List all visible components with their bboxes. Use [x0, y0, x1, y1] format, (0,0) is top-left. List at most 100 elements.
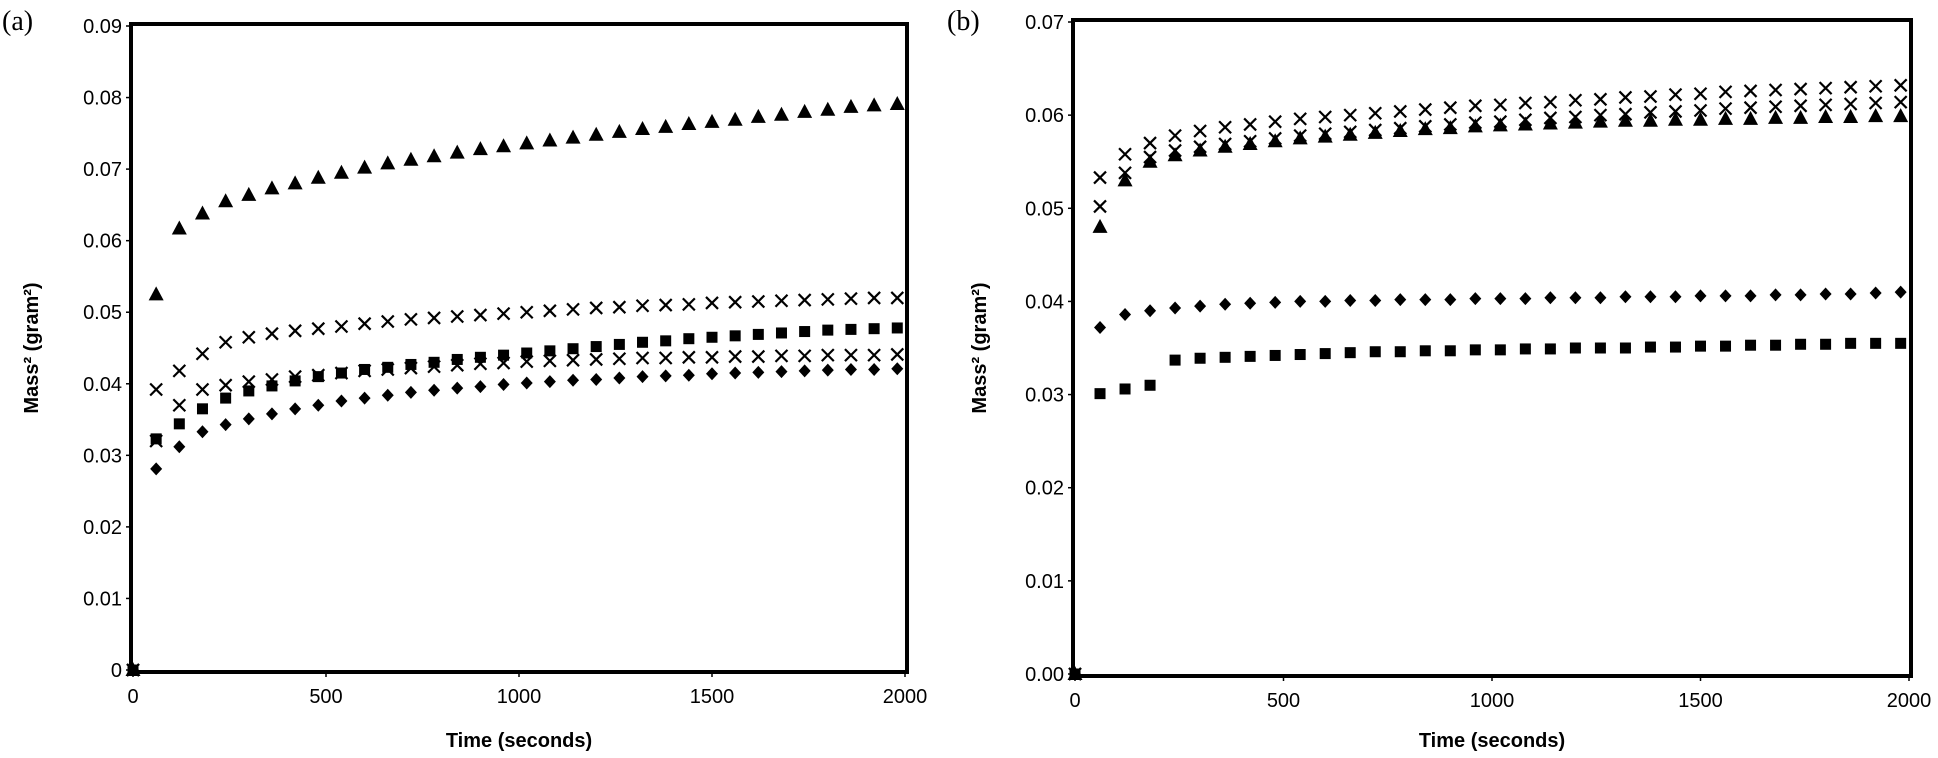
data-point-triangle	[1242, 136, 1258, 151]
data-point-triangle	[264, 180, 280, 195]
data-point-x	[797, 349, 812, 363]
data-point-square	[1544, 343, 1556, 355]
data-point-x	[1568, 93, 1583, 108]
data-point-triangle	[1092, 218, 1108, 233]
data-point-x	[797, 293, 812, 307]
data-point-triangle	[403, 151, 419, 166]
data-point-diamond	[150, 462, 163, 476]
panel-label-b: (b)	[947, 6, 980, 37]
data-point-x	[1318, 110, 1332, 124]
data-point-triangle	[681, 116, 697, 131]
data-point-triangle	[797, 103, 813, 118]
data-point-x	[450, 358, 465, 372]
data-point-x	[1643, 89, 1658, 104]
data-point-x	[172, 364, 187, 378]
data-point-diamond	[335, 394, 348, 408]
x-axis-title-b: Time (seconds)	[1419, 730, 1565, 752]
data-point-square	[1644, 341, 1656, 353]
data-point-diamond	[1544, 291, 1557, 305]
data-point-square	[868, 323, 880, 335]
data-point-x	[1818, 81, 1833, 95]
data-point-x	[589, 352, 603, 367]
data-point-square	[1795, 338, 1807, 350]
data-point-x	[1643, 105, 1658, 120]
data-point-square	[1695, 340, 1706, 352]
y-tick-label: 0.01	[83, 588, 122, 610]
data-point-square	[1219, 351, 1231, 363]
data-point-diamond	[752, 365, 765, 379]
data-point-x	[265, 326, 279, 341]
data-point-square	[1895, 337, 1907, 349]
data-point-triangle	[1117, 172, 1133, 187]
data-point-square	[1244, 350, 1256, 362]
data-point-x	[774, 349, 789, 363]
data-point-diamond	[1394, 293, 1407, 307]
data-point-square	[660, 335, 672, 347]
data-point-diamond	[219, 418, 232, 432]
data-point-diamond	[868, 362, 881, 376]
data-point-x	[1743, 84, 1758, 98]
data-point-diamond	[1369, 293, 1382, 307]
plot-frame-b	[1071, 18, 1913, 678]
data-point-x	[473, 308, 488, 322]
data-point-x	[1168, 128, 1182, 143]
y-tick-label: 0.06	[1025, 105, 1064, 127]
data-point-x	[821, 292, 835, 307]
data-point-triangle	[449, 144, 465, 159]
y-tick-label: 0.04	[1025, 291, 1064, 313]
data-point-x	[1768, 99, 1783, 114]
data-point-diamond	[1419, 293, 1432, 307]
data-point-square	[289, 375, 301, 387]
data-point-diamond	[1794, 288, 1807, 302]
marker-layer-b	[1067, 78, 1909, 681]
data-point-triangle	[820, 101, 836, 116]
data-point-x	[380, 314, 395, 329]
data-point-x	[705, 350, 719, 365]
data-point-x	[357, 316, 372, 331]
data-point-triangle	[1868, 108, 1884, 123]
data-point-square	[1094, 388, 1106, 400]
data-point-x	[1418, 102, 1433, 117]
data-point-triangle	[1718, 110, 1734, 125]
data-point-triangle	[1467, 118, 1483, 133]
data-point-x	[1843, 80, 1858, 94]
data-point-x	[1718, 101, 1733, 116]
tick-layer-b: 0 500 1000 1500 2000 0.00 0.01 0.02 0.03 0.04 0.05…	[1025, 12, 1931, 712]
data-point-diamond	[1169, 301, 1182, 315]
data-point-x	[288, 324, 302, 338]
data-point-diamond	[1644, 290, 1657, 304]
data-point-square	[1394, 346, 1406, 358]
data-point-square	[474, 351, 486, 363]
data-point-x	[844, 291, 858, 306]
data-point-x	[1543, 95, 1558, 109]
data-point-diamond	[706, 367, 718, 381]
data-point-x	[1668, 87, 1683, 102]
data-point-x	[427, 311, 441, 325]
data-point-square	[1469, 344, 1481, 356]
data-point-x	[380, 362, 395, 377]
data-point-x	[1368, 106, 1383, 121]
data-point-x	[1493, 98, 1508, 112]
data-point-x	[1443, 100, 1458, 115]
data-point-triangle	[218, 193, 234, 208]
data-point-diamond	[265, 407, 278, 421]
data-point-x	[1243, 117, 1257, 132]
data-point-x	[1668, 104, 1683, 119]
data-point-triangle	[333, 164, 349, 179]
data-point-triangle	[1267, 133, 1283, 148]
data-point-diamond	[1269, 295, 1282, 309]
data-point-triangle	[588, 126, 604, 141]
data-point-x	[1343, 108, 1357, 122]
data-point-triangle	[194, 205, 210, 220]
data-point-square	[752, 328, 764, 340]
data-point-triangle	[1743, 110, 1759, 125]
data-point-square	[1369, 346, 1381, 358]
data-point-triangle	[1167, 147, 1183, 162]
data-point-triangle	[496, 138, 512, 153]
data-point-diamond	[173, 440, 186, 454]
y-axis-title-a: Mass² (gram²)	[21, 282, 43, 413]
data-point-x	[1793, 99, 1808, 113]
data-point-diamond	[1344, 293, 1357, 307]
data-point-square	[1569, 342, 1581, 354]
